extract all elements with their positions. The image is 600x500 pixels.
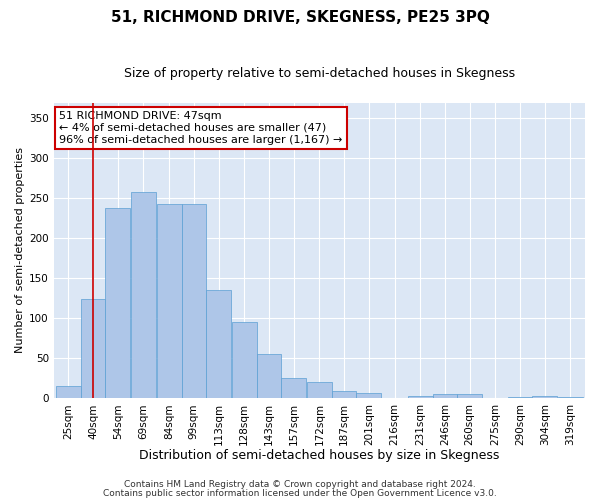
Bar (332, 391, 356, 398)
Bar (157, 204, 182, 398)
Text: Contains HM Land Registry data © Crown copyright and database right 2024.: Contains HM Land Registry data © Crown c… (124, 480, 476, 489)
Bar (558, 396, 583, 398)
Bar (307, 382, 332, 398)
Bar (56, 386, 81, 398)
Bar (457, 394, 482, 398)
Text: 51, RICHMOND DRIVE, SKEGNESS, PE25 3PQ: 51, RICHMOND DRIVE, SKEGNESS, PE25 3PQ (110, 10, 490, 25)
Bar (82, 299, 105, 398)
Bar (232, 322, 257, 398)
Text: 51 RICHMOND DRIVE: 47sqm
← 4% of semi-detached houses are smaller (47)
96% of se: 51 RICHMOND DRIVE: 47sqm ← 4% of semi-de… (59, 112, 343, 144)
Bar (532, 396, 557, 398)
Bar (257, 354, 281, 399)
Bar (508, 396, 532, 398)
Bar (206, 290, 231, 399)
Title: Size of property relative to semi-detached houses in Skegness: Size of property relative to semi-detach… (124, 68, 515, 80)
Bar (433, 394, 457, 398)
Bar (105, 208, 130, 398)
Bar (281, 378, 307, 398)
Text: Contains public sector information licensed under the Open Government Licence v3: Contains public sector information licen… (103, 488, 497, 498)
Bar (131, 192, 156, 398)
Bar (356, 393, 382, 398)
Bar (407, 396, 433, 398)
Y-axis label: Number of semi-detached properties: Number of semi-detached properties (15, 148, 25, 354)
X-axis label: Distribution of semi-detached houses by size in Skegness: Distribution of semi-detached houses by … (139, 450, 500, 462)
Bar (182, 204, 206, 398)
